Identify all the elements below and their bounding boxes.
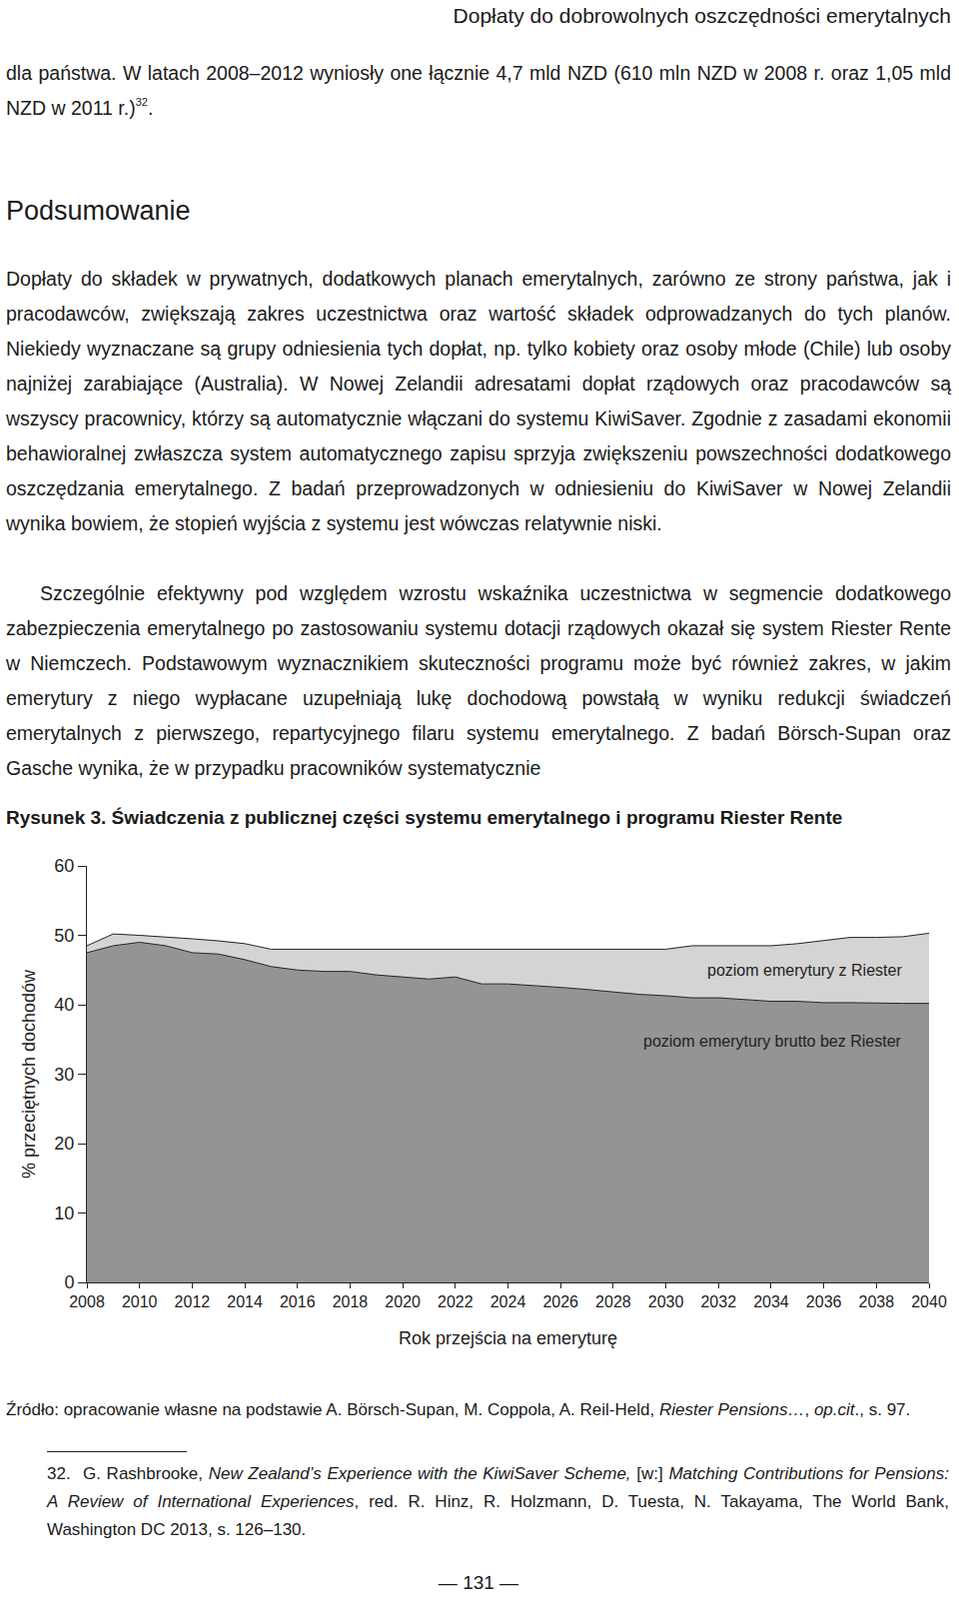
svg-text:2032: 2032 <box>700 1293 737 1311</box>
html-text:G. Rashbrooke, New Zealand’s E: G. Rashbrooke, New Zealand’s Experience … <box>46 1464 950 1540</box>
svg-text:2028: 2028 <box>595 1293 632 1311</box>
svg-text:2010: 2010 <box>121 1293 158 1311</box>
html-text:Dopłaty do składek w prywatnyc: Dopłaty do składek w prywatnych, dodatko… <box>5 267 952 535</box>
svg-text:2026: 2026 <box>542 1293 579 1311</box>
svg-text:20: 20 <box>53 1133 74 1154</box>
svg-text:2034: 2034 <box>753 1293 790 1311</box>
svg-text:0: 0 <box>63 1272 74 1293</box>
svg-text:2012: 2012 <box>174 1293 211 1311</box>
svg-text:2030: 2030 <box>648 1293 685 1311</box>
html-text:— 131 —: — 131 — <box>438 1572 519 1594</box>
html-text:Szczególnie efektywny pod wzgl: Szczególnie efektywny pod względem wzros… <box>5 582 952 780</box>
svg-text:poziom emerytury brutto bez Ri: poziom emerytury brutto bez Riester <box>643 1032 903 1050</box>
svg-text:2018: 2018 <box>332 1293 369 1311</box>
svg-text:2014: 2014 <box>226 1293 263 1311</box>
svg-text:40: 40 <box>53 994 74 1015</box>
html-text:32.: 32. <box>46 1464 71 1484</box>
html-text:dla państwa. W latach 2008–201: dla państwa. W latach 2008–2012 wyniosły… <box>5 61 952 119</box>
svg-text:2020: 2020 <box>384 1293 421 1311</box>
svg-text:60: 60 <box>53 856 74 877</box>
svg-text:50: 50 <box>53 926 74 947</box>
svg-text:2024: 2024 <box>490 1293 527 1311</box>
svg-text:2008: 2008 <box>68 1293 105 1311</box>
svg-text:% przeciętnych dochodów: % przeciętnych dochodów <box>18 968 39 1179</box>
svg-text:2016: 2016 <box>279 1293 316 1311</box>
svg-text:Rok przejścia na emeryturę: Rok przejścia na emeryturę <box>398 1328 618 1349</box>
svg-text:2038: 2038 <box>859 1293 896 1311</box>
svg-text:2040: 2040 <box>911 1293 948 1311</box>
svg-text:2036: 2036 <box>806 1293 843 1311</box>
html-text:Rysunek 3. Świadczenia z publi: Rysunek 3. Świadczenia z publicznej częś… <box>5 807 843 829</box>
html-text:Źródło: opracowanie własne na: Źródło: opracowanie własne na podstawie … <box>5 1400 911 1420</box>
svg-text:2022: 2022 <box>437 1293 474 1311</box>
svg-text:30: 30 <box>53 1064 74 1085</box>
html-text:Dopłaty do dobrowolnych oszczę: Dopłaty do dobrowolnych oszczędności eme… <box>453 3 952 27</box>
html-text:Podsumowanie: Podsumowanie <box>5 195 191 226</box>
svg-text:10: 10 <box>53 1203 74 1224</box>
svg-text:poziom emerytury z Riester: poziom emerytury z Riester <box>707 961 903 979</box>
